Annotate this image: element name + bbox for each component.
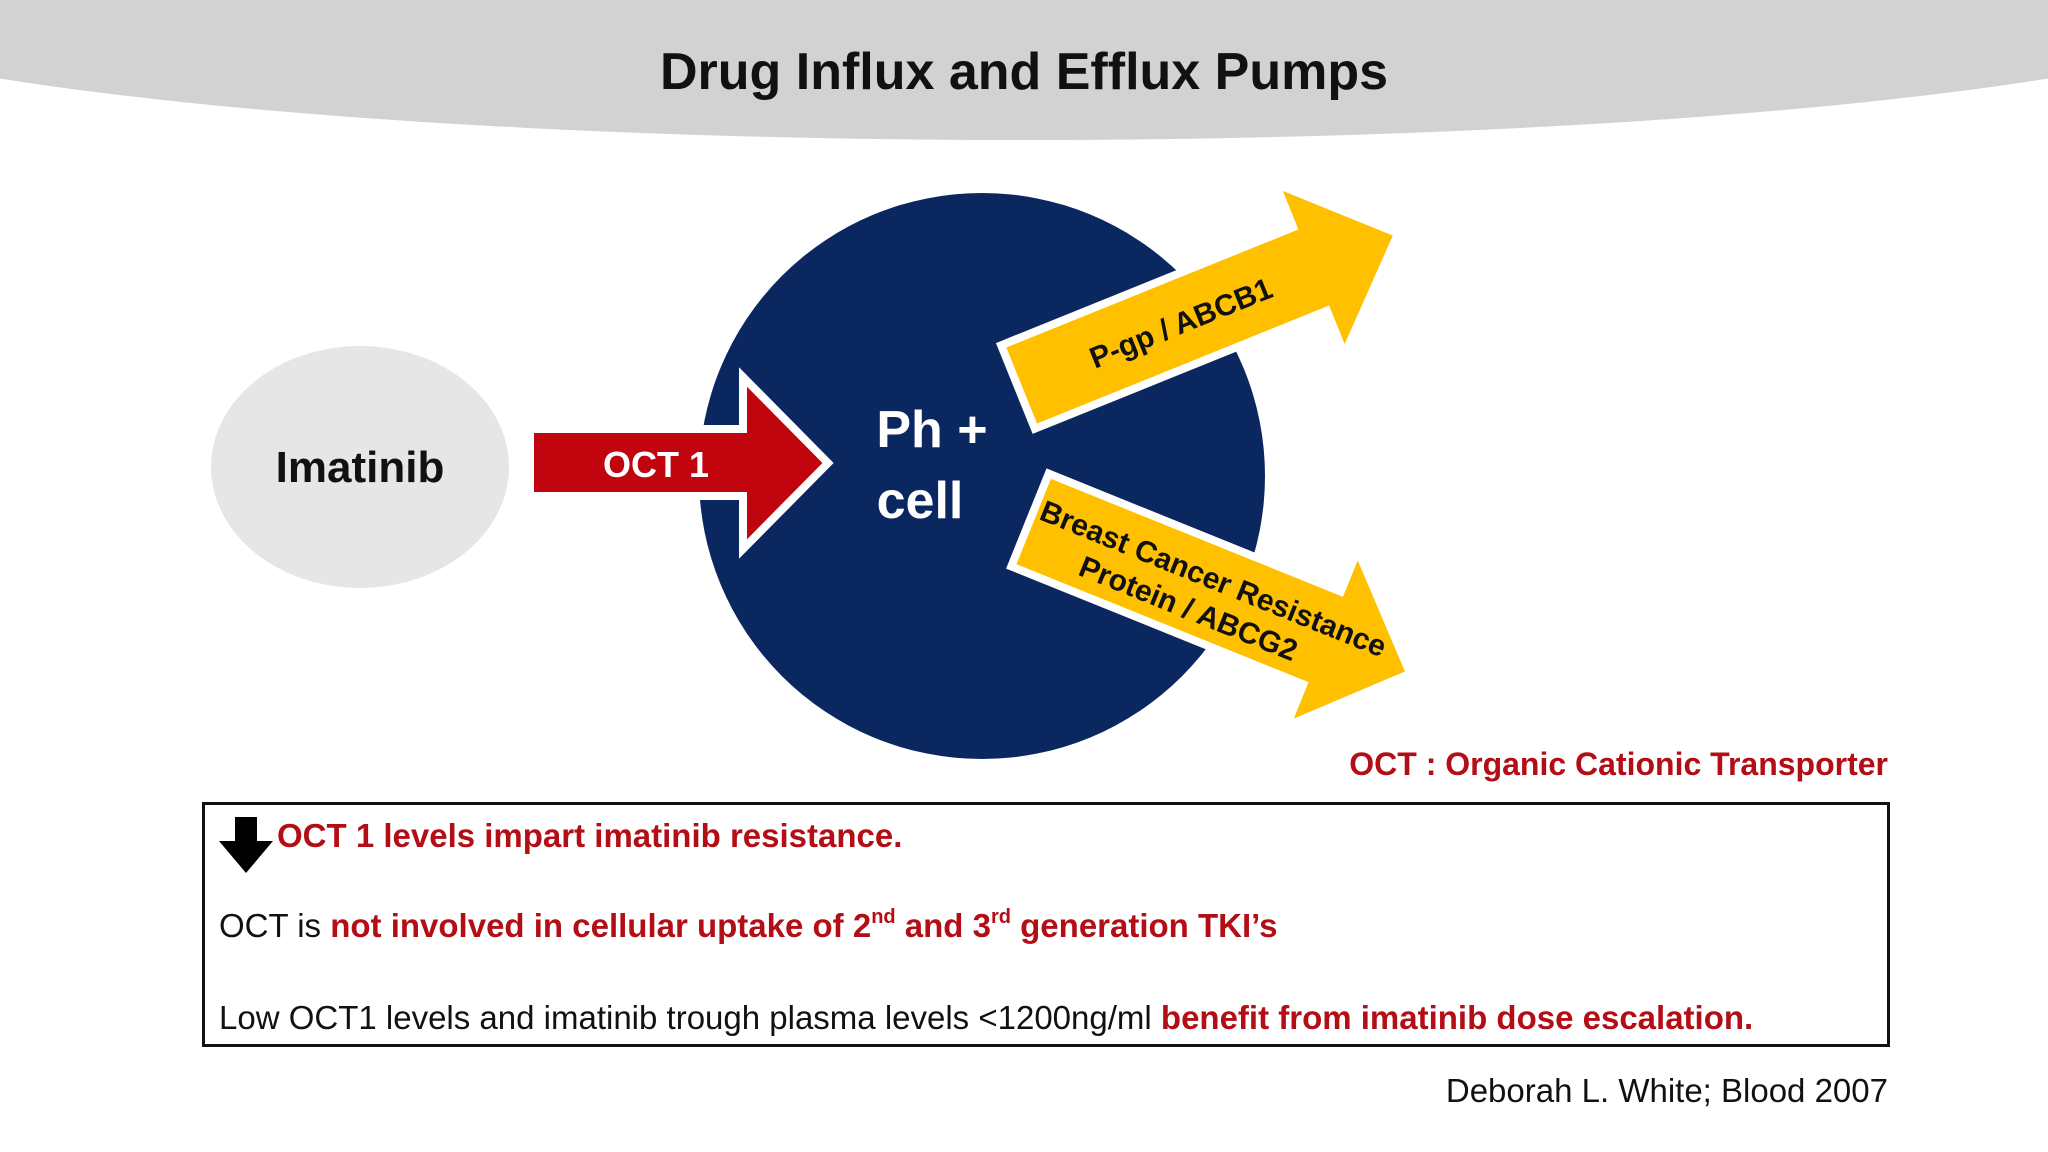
citation: Deborah L. White; Blood 2007 [1445, 1072, 1888, 1109]
imatinib-bubble [211, 346, 509, 588]
finding-2-emph-c: generation TKI’s [1010, 907, 1278, 944]
finding-line-2: OCT is not involved in cellular uptake o… [219, 907, 1277, 945]
findings-box: OCT 1 levels impart imatinib resistance.… [202, 802, 1890, 1047]
oct1-arrow-label: OCT 1 [603, 444, 709, 485]
finding-2-emph-b: and 3 [895, 907, 991, 944]
slide-title: Drug Influx and Efflux Pumps [659, 43, 1389, 101]
cell-label-line1: Ph + [876, 401, 987, 459]
finding-2-sup-a: nd [871, 906, 896, 928]
finding-2-sup-b: rd [990, 906, 1011, 928]
cell-label-line2: cell [877, 472, 964, 530]
bcrp-efflux-arrow [1006, 468, 1416, 734]
finding-line-1: OCT 1 levels impart imatinib resistance. [277, 817, 902, 855]
oct-definition-note: OCT : Organic Cationic Transporter [1349, 746, 1888, 782]
finding-2-prefix: OCT is [219, 907, 331, 944]
down-arrow-icon [219, 817, 273, 873]
imatinib-label: Imatinib [276, 443, 445, 492]
finding-2-emph-a: not involved in cellular uptake of 2 [330, 907, 872, 944]
finding-line-3: Low OCT1 levels and imatinib trough plas… [219, 999, 1753, 1037]
finding-3-emph: benefit from imatinib dose escalation. [1160, 999, 1754, 1036]
pgp-efflux-arrow [995, 176, 1404, 434]
finding-3-prefix: Low OCT1 levels and imatinib trough plas… [219, 999, 1161, 1036]
oct1-influx-arrow [526, 367, 834, 559]
finding-1-text: OCT 1 levels impart imatinib resistance. [277, 817, 903, 854]
